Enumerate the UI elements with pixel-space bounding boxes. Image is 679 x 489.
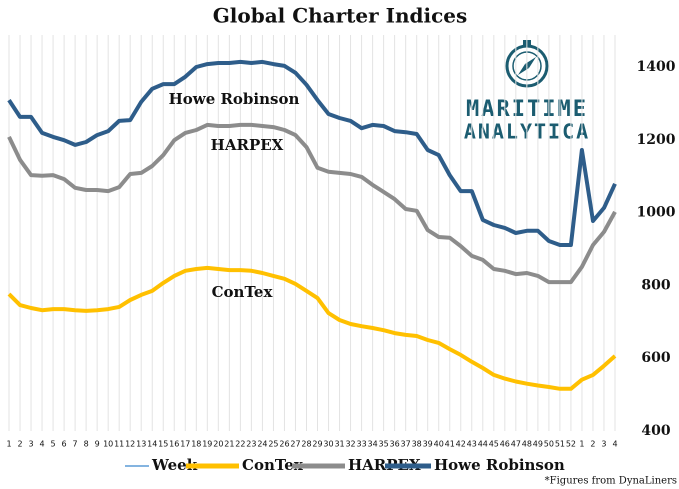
x-tick-label: 23 <box>246 440 256 449</box>
chart-title: Global Charter Indices <box>213 4 468 28</box>
x-tick-label: 30 <box>323 440 333 449</box>
x-tick-label: 4 <box>40 440 45 449</box>
plot: 1 2 3 4 5 6 7 8 9 10 11 12 13 14 15 16 17 18 19 20 21 22 23 24 2… <box>6 35 676 474</box>
legend-label: Week <box>151 456 198 474</box>
y-tick-label: 600 <box>641 350 670 366</box>
x-tick-label: 21 <box>224 440 234 449</box>
x-tick-label: 35 <box>379 440 389 449</box>
legend-label: HARPEX <box>348 456 421 474</box>
x-tick-label: 49 <box>533 440 543 449</box>
x-tick-label: 51 <box>555 440 565 449</box>
x-tick-label: 45 <box>489 440 499 449</box>
x-tick-label: 28 <box>301 440 311 449</box>
x-tick-label: 38 <box>412 440 422 449</box>
series-line <box>7 265 617 391</box>
x-tick-label: 11 <box>114 440 124 449</box>
x-tick-label: 50 <box>544 440 554 449</box>
x-tick-label: 17 <box>180 440 190 449</box>
series-line <box>7 59 617 247</box>
x-tick-label: 25 <box>268 440 278 449</box>
x-tick-label: 44 <box>478 440 488 449</box>
x-tick-label: 5 <box>51 440 56 449</box>
x-tick-label: 41 <box>445 440 455 449</box>
x-tick-label: 12 <box>125 440 135 449</box>
x-tick-label: 3 <box>601 440 606 449</box>
x-tick-label: 29 <box>312 440 322 449</box>
x-tick-label: 32 <box>345 440 355 449</box>
x-tick-label: 47 <box>511 440 521 449</box>
y-tick-label: 800 <box>641 277 670 293</box>
x-tick-label: 16 <box>169 440 179 449</box>
x-tick-label: 24 <box>257 440 267 449</box>
annotation: Howe Robinson <box>169 90 300 108</box>
x-tick-label: 36 <box>390 440 400 449</box>
x-tick-label: 22 <box>235 440 245 449</box>
annotation: ConTex <box>212 283 274 301</box>
x-tick-label: 26 <box>279 440 289 449</box>
x-tick-label: 34 <box>368 440 378 449</box>
x-tick-label: 19 <box>202 440 212 449</box>
x-tick-label: 3 <box>28 440 33 449</box>
x-tick-label: 37 <box>401 440 411 449</box>
x-tick-label: 1 <box>6 440 11 449</box>
x-tick-label: 8 <box>84 440 89 449</box>
x-tick-label: 9 <box>95 440 100 449</box>
x-tick-label: 42 <box>456 440 466 449</box>
x-tick-label: 2 <box>17 440 22 449</box>
x-tick-label: 7 <box>73 440 78 449</box>
x-tick-label: 48 <box>522 440 532 449</box>
x-tick-label: 2 <box>590 440 595 449</box>
x-tick-label: 13 <box>136 440 146 449</box>
series-line <box>7 122 617 285</box>
logo-text: ANALYTICA <box>464 120 590 144</box>
y-tick-label: 1000 <box>637 205 676 221</box>
x-tick-label: 1 <box>579 440 584 449</box>
x-tick-label: 27 <box>290 440 300 449</box>
x-tick-label: 31 <box>334 440 344 449</box>
x-tick-label: 39 <box>423 440 433 449</box>
x-tick-label: 14 <box>147 440 157 449</box>
x-tick-label: 20 <box>213 440 223 449</box>
x-tick-label: 52 <box>566 440 576 449</box>
y-tick-label: 400 <box>641 423 670 439</box>
legend-label: Howe Robinson <box>434 456 565 474</box>
annotation: HARPEX <box>211 136 284 154</box>
x-tick-label: 15 <box>158 440 168 449</box>
x-tick-label: 40 <box>434 440 444 449</box>
x-tick-label: 33 <box>356 440 366 449</box>
y-tick-label: 1200 <box>637 132 676 148</box>
logo-text: MARITIME <box>466 97 588 122</box>
x-tick-label: 4 <box>612 440 617 449</box>
x-tick-label: 46 <box>500 440 510 449</box>
x-tick-label: 43 <box>467 440 477 449</box>
y-tick-label: 1400 <box>637 59 676 75</box>
footnote: *Figures from DynaLiners <box>545 476 677 487</box>
x-tick-label: 18 <box>191 440 201 449</box>
x-tick-label: 6 <box>62 440 67 449</box>
legend-label: ConTex <box>242 456 304 474</box>
x-tick-label: 10 <box>103 440 113 449</box>
